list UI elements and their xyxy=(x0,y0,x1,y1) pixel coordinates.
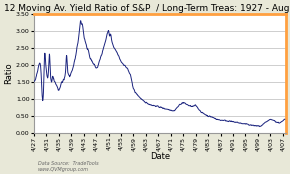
Title: 12 Moving Av. Yield Ratio of S&P  / Long-Term Treas: 1927 - Aug 2007: 12 Moving Av. Yield Ratio of S&P / Long-… xyxy=(4,4,290,13)
Y-axis label: Ratio: Ratio xyxy=(4,63,13,84)
Text: Data Source:  TradeTools
www.QVMgroup.com: Data Source: TradeTools www.QVMgroup.com xyxy=(38,161,98,172)
X-axis label: Date: Date xyxy=(150,152,170,161)
